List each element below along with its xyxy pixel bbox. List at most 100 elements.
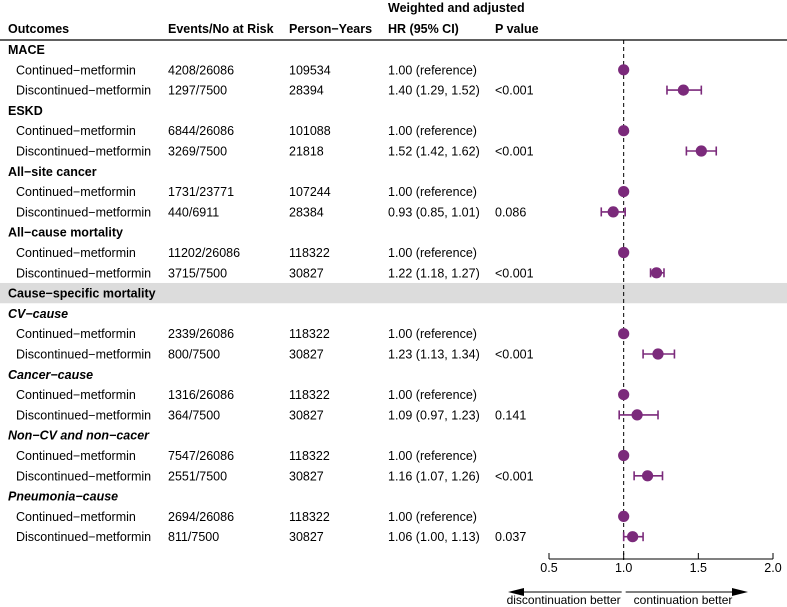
point-estimate [618, 510, 630, 522]
row-events: 2339/26086 [168, 327, 234, 341]
row-events: 7547/26086 [168, 449, 234, 463]
row-events: 811/7500 [168, 530, 219, 544]
row-hr: 1.06 (1.00, 1.13) [388, 530, 480, 544]
row-label: Discontinued−metformin [16, 530, 151, 544]
row-label: Continued−metformin [16, 327, 136, 341]
row-label: Continued−metformin [16, 449, 136, 463]
row-events: 1731/23771 [168, 185, 234, 199]
x-tick-label: 1.0 [615, 561, 632, 575]
row-person-years: 118322 [289, 246, 330, 260]
row-label: Discontinued−metformin [16, 469, 151, 483]
row-label: Continued−metformin [16, 63, 136, 77]
point-estimate [618, 125, 630, 137]
x-tick-label: 1.5 [690, 561, 707, 575]
point-estimate [650, 267, 663, 279]
row-events: 2551/7500 [168, 469, 227, 483]
header-super-title: Weighted and adjusted [388, 1, 525, 15]
row-p-value: 0.086 [495, 205, 526, 219]
point-estimate [618, 328, 630, 340]
row-events: 2694/26086 [168, 510, 234, 524]
row-hr: 1.00 (reference) [388, 327, 477, 341]
row-person-years: 30827 [289, 408, 324, 422]
row-events: 440/6911 [168, 205, 219, 219]
row-events: 364/7500 [168, 408, 220, 422]
arrow-right-head [732, 588, 748, 596]
row-person-years: 118322 [289, 327, 330, 341]
x-tick-label: 0.5 [540, 561, 557, 575]
header-p-value: P value [495, 22, 539, 36]
arrow-left-head [508, 588, 524, 596]
row-label: Continued−metformin [16, 185, 136, 199]
header-hr: HR (95% CI) [388, 22, 459, 36]
point-estimate [695, 145, 707, 157]
row-label: Continued−metformin [16, 124, 136, 138]
row-events: 4208/26086 [168, 63, 234, 77]
row-label: Discontinued−metformin [16, 205, 151, 219]
row-person-years: 30827 [289, 530, 324, 544]
plot-area [600, 40, 718, 560]
section-band [0, 282, 787, 304]
row-events: 11202/26086 [168, 246, 240, 260]
row-hr: 1.09 (0.97, 1.23) [388, 408, 480, 422]
row-events: 1297/7500 [168, 84, 227, 98]
point-estimate [618, 186, 630, 198]
group-label: Non−CV and non−cacer [8, 429, 150, 443]
row-person-years: 30827 [289, 266, 324, 280]
point-estimate [618, 449, 630, 462]
table-rows: MACE Continued−metformin 4208/26086 109534 1… [0, 43, 787, 544]
row-hr: 0.93 (0.85, 1.01) [388, 205, 480, 219]
row-hr: 1.00 (reference) [388, 185, 477, 199]
group-label: All−site cancer [8, 165, 97, 179]
row-label: Continued−metformin [16, 246, 136, 260]
point-estimate [627, 531, 639, 543]
row-label: Discontinued−metformin [16, 408, 151, 422]
row-person-years: 118322 [289, 388, 330, 402]
point-estimate [607, 206, 619, 218]
row-label: Discontinued−metformin [16, 145, 151, 159]
row-person-years: 30827 [289, 469, 324, 483]
point-estimate [618, 389, 630, 401]
point-estimate [618, 246, 630, 259]
row-label: Discontinued−metformin [16, 348, 151, 362]
row-hr: 1.00 (reference) [388, 246, 477, 260]
row-hr: 1.16 (1.07, 1.26) [388, 469, 480, 483]
group-label: MACE [8, 43, 45, 57]
row-person-years: 101088 [289, 124, 331, 138]
row-hr: 1.22 (1.18, 1.27) [388, 266, 480, 280]
row-hr: 1.00 (reference) [388, 124, 477, 138]
row-person-years: 28384 [289, 205, 324, 219]
group-label: All−cause mortality [8, 226, 123, 240]
group-label: Pneumonia−cause [8, 490, 118, 504]
point-estimate [641, 470, 654, 482]
row-person-years: 21818 [289, 145, 324, 159]
row-hr: 1.00 (reference) [388, 510, 477, 524]
header-events: Events/No at Risk [168, 22, 274, 36]
row-person-years: 118322 [289, 510, 330, 524]
point-estimate [677, 84, 690, 96]
row-label: Discontinued−metformin [16, 84, 151, 98]
row-label: Continued−metformin [16, 510, 136, 524]
row-events: 3269/7500 [168, 145, 227, 159]
row-person-years: 109534 [289, 63, 331, 77]
row-p-value: <0.001 [495, 84, 534, 98]
row-hr: 1.00 (reference) [388, 63, 477, 77]
point-estimate [652, 348, 664, 360]
row-hr: 1.00 (reference) [388, 449, 477, 463]
row-label: Continued−metformin [16, 388, 136, 402]
row-person-years: 107244 [289, 185, 331, 199]
group-label: CV−cause [8, 307, 68, 321]
row-events: 3715/7500 [168, 266, 227, 280]
x-label-right: continuation better [634, 593, 733, 607]
row-person-years: 28394 [289, 84, 324, 98]
row-person-years: 30827 [289, 348, 324, 362]
header-person-years: Person−Years [289, 22, 372, 36]
row-hr: 1.40 (1.29, 1.52) [388, 84, 480, 98]
row-p-value: <0.001 [495, 348, 534, 362]
header-outcomes: Outcomes [8, 22, 69, 36]
x-axis: 0.5 1.0 1.5 2.0 discontinuation better contin… [507, 553, 782, 607]
section-label: Cause−specific mortality [8, 287, 156, 301]
row-p-value: 0.037 [495, 530, 526, 544]
row-p-value: 0.141 [495, 408, 526, 422]
group-label: Cancer−cause [8, 368, 93, 382]
row-events: 6844/26086 [168, 124, 234, 138]
